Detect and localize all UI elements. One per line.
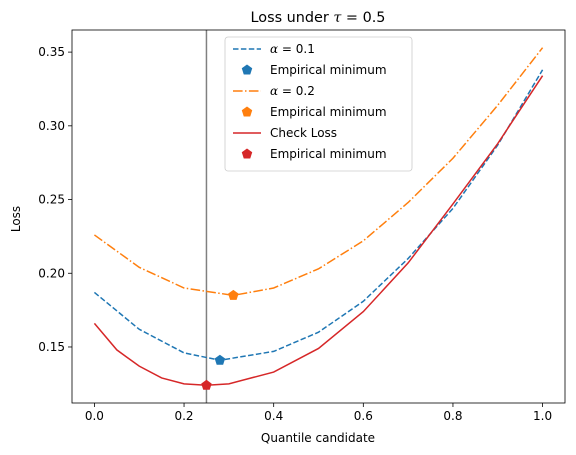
- series-line-0: [93, 69, 544, 362]
- legend-label-1: Empirical minimum: [270, 63, 387, 77]
- empirical-minimum-marker-1: [214, 354, 226, 365]
- y-tick-label: 0.15: [38, 340, 65, 354]
- y-axis-label: Loss: [9, 206, 23, 232]
- x-tick-label: 0.6: [354, 409, 373, 423]
- chart-title: Loss under τ = 0.5: [251, 10, 386, 26]
- empirical-minimum-marker-3: [228, 289, 239, 300]
- legend-box: [224, 36, 413, 172]
- legend-label-2: α = 0.2: [270, 84, 315, 98]
- y-tick-label: 0.30: [38, 119, 65, 133]
- plot-layer: [93, 30, 544, 403]
- empirical-minimum-marker-5: [201, 379, 212, 390]
- series-line-2: [93, 47, 544, 297]
- legend-label-3: Empirical minimum: [270, 105, 387, 119]
- legend-label-5: Empirical minimum: [270, 147, 387, 161]
- x-tick-label: 0.2: [174, 409, 193, 423]
- legend-label-0: α = 0.1: [270, 42, 315, 56]
- x-tick-label: 0.8: [443, 409, 462, 423]
- axes-layer: 0.0 0.2 0.4 0.6 0.8 1.0 0.15 0.20 0.25 0.30 0.35: [38, 29, 566, 423]
- y-tick-label: 0.20: [38, 266, 65, 280]
- legend-label-4: Check Loss: [270, 126, 337, 140]
- x-tick-label: 0.0: [85, 409, 104, 423]
- y-tick-label: 0.35: [38, 45, 65, 59]
- plot-frame: [71, 29, 566, 404]
- x-tick-label: 1.0: [533, 409, 552, 423]
- x-tick-label: 0.4: [264, 409, 283, 423]
- legend-marker-3: [241, 106, 253, 117]
- y-tick-label: 0.25: [38, 193, 65, 207]
- x-axis-label: Quantile candidate: [261, 431, 375, 445]
- legend-marker-1: [241, 64, 253, 75]
- legend-marker-5: [241, 148, 253, 159]
- legend: α = 0.1 Empirical minimum α = 0.2 Empirical…: [224, 36, 413, 172]
- series-line-4: [93, 75, 544, 387]
